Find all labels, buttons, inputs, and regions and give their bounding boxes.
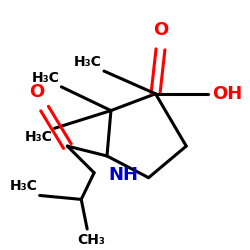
Text: O: O [153, 22, 168, 40]
Text: H₃C: H₃C [25, 130, 52, 144]
Text: H₃C: H₃C [74, 55, 102, 69]
Text: H₃C: H₃C [32, 71, 60, 85]
Text: O: O [29, 83, 44, 101]
Text: H₃C: H₃C [10, 180, 38, 194]
Text: NH: NH [108, 166, 138, 184]
Text: CH₃: CH₃ [77, 233, 105, 247]
Text: OH: OH [212, 85, 242, 103]
